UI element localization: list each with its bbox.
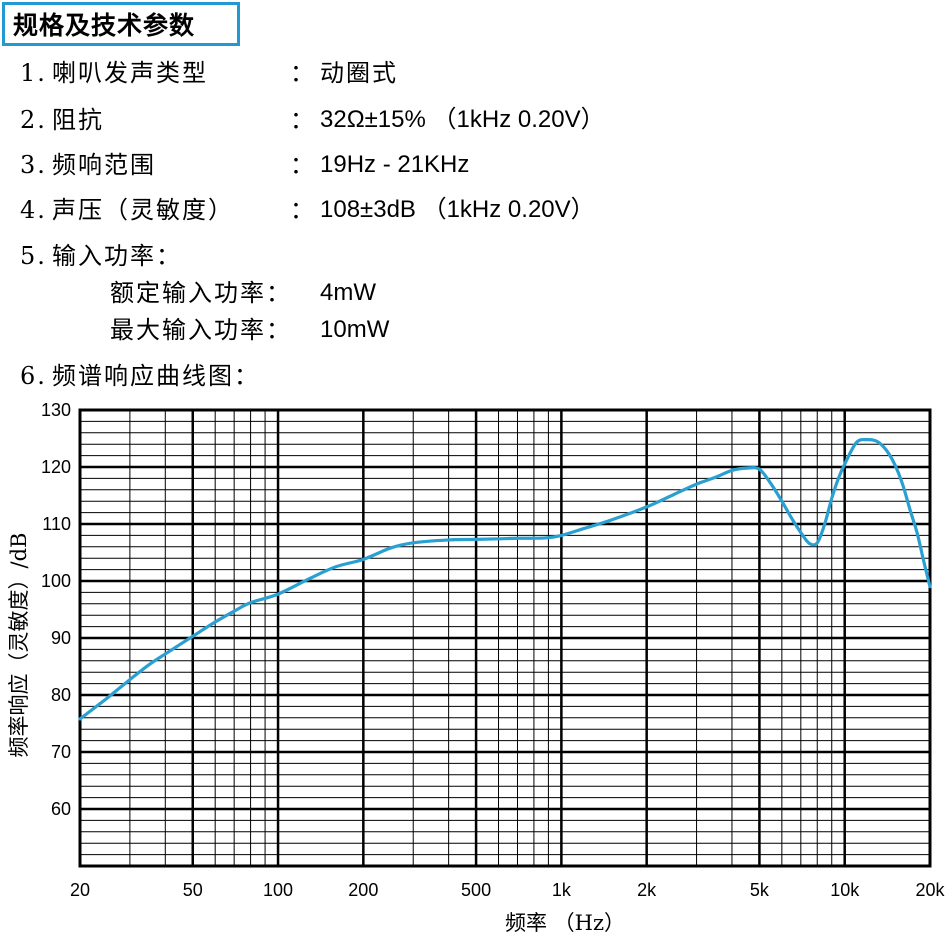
y-tick-label: 80 bbox=[51, 685, 71, 705]
y-axis-label: 频率响应（灵敏度）/dB bbox=[7, 533, 31, 758]
x-tick-label: 1k bbox=[552, 880, 572, 900]
x-tick-label: 2k bbox=[637, 880, 657, 900]
spec-value: 10mW bbox=[320, 316, 390, 343]
spec-label: 输入功率： bbox=[52, 242, 182, 270]
spec-row-4: 4. 声压（灵敏度） ： 108±3dB （1kHz 0.20V） bbox=[0, 190, 948, 230]
x-axis-label: 频率 （Hz） bbox=[505, 911, 625, 935]
title-box: 规格及技术参数 bbox=[2, 2, 240, 46]
spec-number: 5. bbox=[20, 242, 47, 270]
response-curve-line bbox=[78, 437, 932, 721]
x-tick-label: 100 bbox=[263, 880, 293, 900]
x-tick-label: 50 bbox=[183, 880, 203, 900]
spec-row-3: 3. 频响范围 ： 19Hz - 21KHz bbox=[0, 145, 948, 185]
spec-value: 32Ω±15% （1kHz 0.20V） bbox=[320, 106, 605, 133]
x-tick-label: 5k bbox=[750, 880, 770, 900]
spec-value: 动圈式 bbox=[320, 59, 398, 87]
page-title: 规格及技术参数 bbox=[13, 11, 196, 40]
x-tick-label: 10k bbox=[830, 880, 860, 900]
x-tick-label: 500 bbox=[461, 880, 491, 900]
spec-label: 声压（灵敏度） bbox=[52, 196, 234, 224]
plot-frame bbox=[78, 408, 932, 868]
spec-label: 阻抗 bbox=[52, 106, 104, 134]
spec-label: 额定输入功率： bbox=[110, 279, 292, 307]
x-tick-label: 20 bbox=[70, 880, 90, 900]
y-tick-label: 120 bbox=[41, 457, 71, 477]
spec-number: 4. bbox=[20, 196, 47, 224]
chart-series bbox=[78, 437, 932, 721]
spec-row-6: 6. 频谱响应曲线图： bbox=[0, 356, 948, 396]
chart-ticks: 20 50 100 200 500 1k 2k 5k 10k 20k 60 70 80 90 100 110 1… bbox=[41, 400, 946, 900]
spec-value: 108±3dB （1kHz 0.20V） bbox=[320, 196, 595, 223]
spec-separator: ： bbox=[290, 59, 314, 87]
spec-value: 19Hz - 21KHz bbox=[320, 151, 470, 178]
spec-separator: ： bbox=[290, 151, 314, 179]
spec-row-max-power: 最大输入功率： 10mW bbox=[0, 310, 948, 350]
spec-label: 喇叭发声类型 bbox=[52, 59, 208, 87]
spec-row-rated-power: 额定输入功率： 4mW bbox=[0, 273, 948, 313]
y-tick-label: 110 bbox=[42, 514, 71, 534]
y-tick-label: 70 bbox=[51, 742, 71, 762]
y-tick-label: 90 bbox=[51, 628, 71, 648]
y-tick-label: 100 bbox=[41, 571, 71, 591]
spec-separator: ： bbox=[290, 196, 314, 224]
y-tick-label: 60 bbox=[51, 799, 71, 819]
spec-row-1: 1. 喇叭发声类型 ： 动圈式 bbox=[0, 53, 948, 93]
spec-number: 1. bbox=[20, 59, 47, 87]
chart-grid bbox=[78, 408, 932, 868]
x-tick-label: 200 bbox=[348, 880, 378, 900]
y-tick-label: 130 bbox=[41, 400, 71, 420]
spec-value: 4mW bbox=[320, 279, 376, 306]
spec-label: 最大输入功率： bbox=[110, 316, 292, 344]
spec-row-5: 5. 输入功率： bbox=[0, 236, 948, 276]
spec-row-2: 2. 阻抗 ： 32Ω±15% （1kHz 0.20V） bbox=[0, 100, 948, 140]
spec-label: 频谱响应曲线图： bbox=[52, 362, 260, 390]
spec-number: 2. bbox=[20, 106, 47, 134]
spec-label: 频响范围 bbox=[52, 151, 156, 179]
x-tick-label: 20k bbox=[915, 880, 945, 900]
spec-number: 6. bbox=[20, 362, 47, 390]
spec-number: 3. bbox=[20, 151, 47, 179]
spec-separator: ： bbox=[290, 106, 314, 134]
